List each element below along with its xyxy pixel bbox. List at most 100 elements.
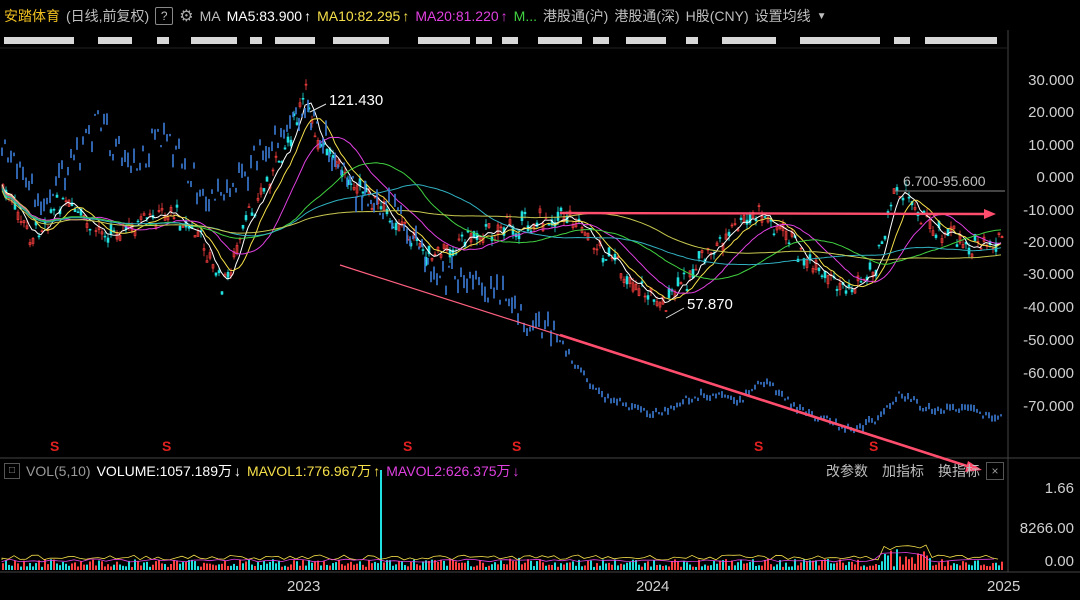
volume-bar <box>863 565 865 570</box>
candle-body <box>379 206 383 210</box>
volume-bar <box>875 564 877 570</box>
candle-body <box>271 169 275 172</box>
dividend-marker[interactable]: S <box>869 438 879 454</box>
candle-body <box>820 275 824 278</box>
vol-indicator-name[interactable]: VOL(5,10) <box>26 463 91 479</box>
candle-body <box>574 222 578 228</box>
volume-spike-bar <box>380 470 382 570</box>
switch-indicator-button[interactable]: 换指标 <box>938 463 980 479</box>
volume-bar <box>755 565 757 570</box>
volume-bar <box>479 560 481 570</box>
volume-bar <box>347 563 349 570</box>
volume-bar <box>794 559 796 570</box>
period-mode[interactable]: (日线,前复权) <box>66 8 150 24</box>
candle-body <box>445 245 449 251</box>
volume-bar <box>602 559 604 570</box>
dividend-marker[interactable]: S <box>403 438 413 454</box>
volume-bar <box>716 563 718 570</box>
volume-axis-label: 8266.00 <box>1019 520 1074 537</box>
volume-bar <box>326 564 328 570</box>
candle-body <box>538 208 542 214</box>
volume-bar <box>86 564 88 570</box>
volume-bar <box>122 565 124 570</box>
volume-bar <box>245 561 247 570</box>
moving-average-line <box>1 102 1002 304</box>
stock-title[interactable]: 安踏体育 <box>4 8 60 24</box>
candle-body <box>622 278 626 283</box>
edit-params-button[interactable]: 改参数 <box>826 463 868 479</box>
volume-bar <box>701 566 703 570</box>
candle-body <box>973 233 977 241</box>
volume-bar <box>869 565 871 570</box>
gear-icon[interactable]: ⚙ <box>179 8 194 25</box>
arrow-right-icon <box>984 209 996 219</box>
hshare-cny[interactable]: H股(CNY) <box>685 8 749 24</box>
collapse-icon[interactable]: □ <box>4 463 20 479</box>
candle-body <box>823 271 827 279</box>
hk-connect-sh[interactable]: 港股通(沪) <box>543 8 609 24</box>
volume-bar <box>107 564 109 570</box>
volume-bar <box>881 561 883 570</box>
price-axis-label: 20.000 <box>1028 104 1074 121</box>
candle-body <box>148 213 152 216</box>
ma-settings-button[interactable]: 设置均线 <box>754 8 811 24</box>
volume-bar <box>128 560 130 570</box>
volume-bar <box>143 562 145 570</box>
candle-body <box>73 209 77 212</box>
redacted-info-row <box>0 34 1000 48</box>
volume-bar <box>548 564 550 570</box>
volume-bar <box>623 564 625 570</box>
volume-bar <box>728 565 730 570</box>
help-icon[interactable]: ? <box>155 7 174 25</box>
candle-body <box>61 197 65 200</box>
candle-body <box>637 288 641 296</box>
candle-body <box>214 272 218 276</box>
volume-bar <box>884 553 886 570</box>
volume-bar <box>908 559 910 570</box>
hk-connect-sz[interactable]: 港股通(深) <box>614 8 680 24</box>
volume-bar <box>272 559 274 570</box>
volume-bar <box>314 561 316 570</box>
add-indicator-button[interactable]: 加指标 <box>882 463 924 479</box>
volume-bar <box>998 565 1000 570</box>
ma20-value: MA20:81.220 <box>415 8 499 24</box>
candle-body <box>250 212 254 216</box>
mavol2-line <box>1 552 995 563</box>
candle-body <box>220 291 224 295</box>
volume-bar <box>47 564 49 570</box>
volume-bar <box>458 562 460 570</box>
volume-bar <box>8 564 10 570</box>
volume-bar <box>329 565 331 570</box>
ma-label[interactable]: MA <box>199 8 221 24</box>
resistance-trend-line[interactable] <box>559 211 989 216</box>
volume-bar <box>797 565 799 570</box>
candle-body <box>691 269 695 279</box>
volume-bar <box>125 566 127 570</box>
volume-bar <box>983 564 985 570</box>
volume-bar <box>989 566 991 570</box>
volume-bar <box>236 565 238 570</box>
down-trend-line[interactable] <box>559 333 971 469</box>
candle-body <box>103 235 107 238</box>
volume-bar <box>872 565 874 570</box>
candle-body <box>901 197 905 201</box>
candle-body <box>619 273 623 279</box>
candle-body <box>100 231 104 235</box>
dividend-marker[interactable]: S <box>512 438 522 454</box>
dividend-marker[interactable]: S <box>50 438 60 454</box>
candle-body <box>52 208 56 211</box>
candle-body <box>265 176 269 182</box>
dividend-marker[interactable]: S <box>162 438 172 454</box>
candle-body <box>256 197 260 201</box>
volume-bar <box>653 560 655 570</box>
dividend-marker[interactable]: S <box>754 438 764 454</box>
volume-bar <box>14 560 16 570</box>
close-icon[interactable]: × <box>986 462 1004 480</box>
volume-bar <box>809 560 811 570</box>
chevron-down-icon[interactable]: ▼ <box>816 10 827 22</box>
candle-body <box>835 288 839 291</box>
volume-bar <box>71 563 73 570</box>
volume-bar <box>518 557 520 570</box>
candle-body <box>226 271 230 278</box>
